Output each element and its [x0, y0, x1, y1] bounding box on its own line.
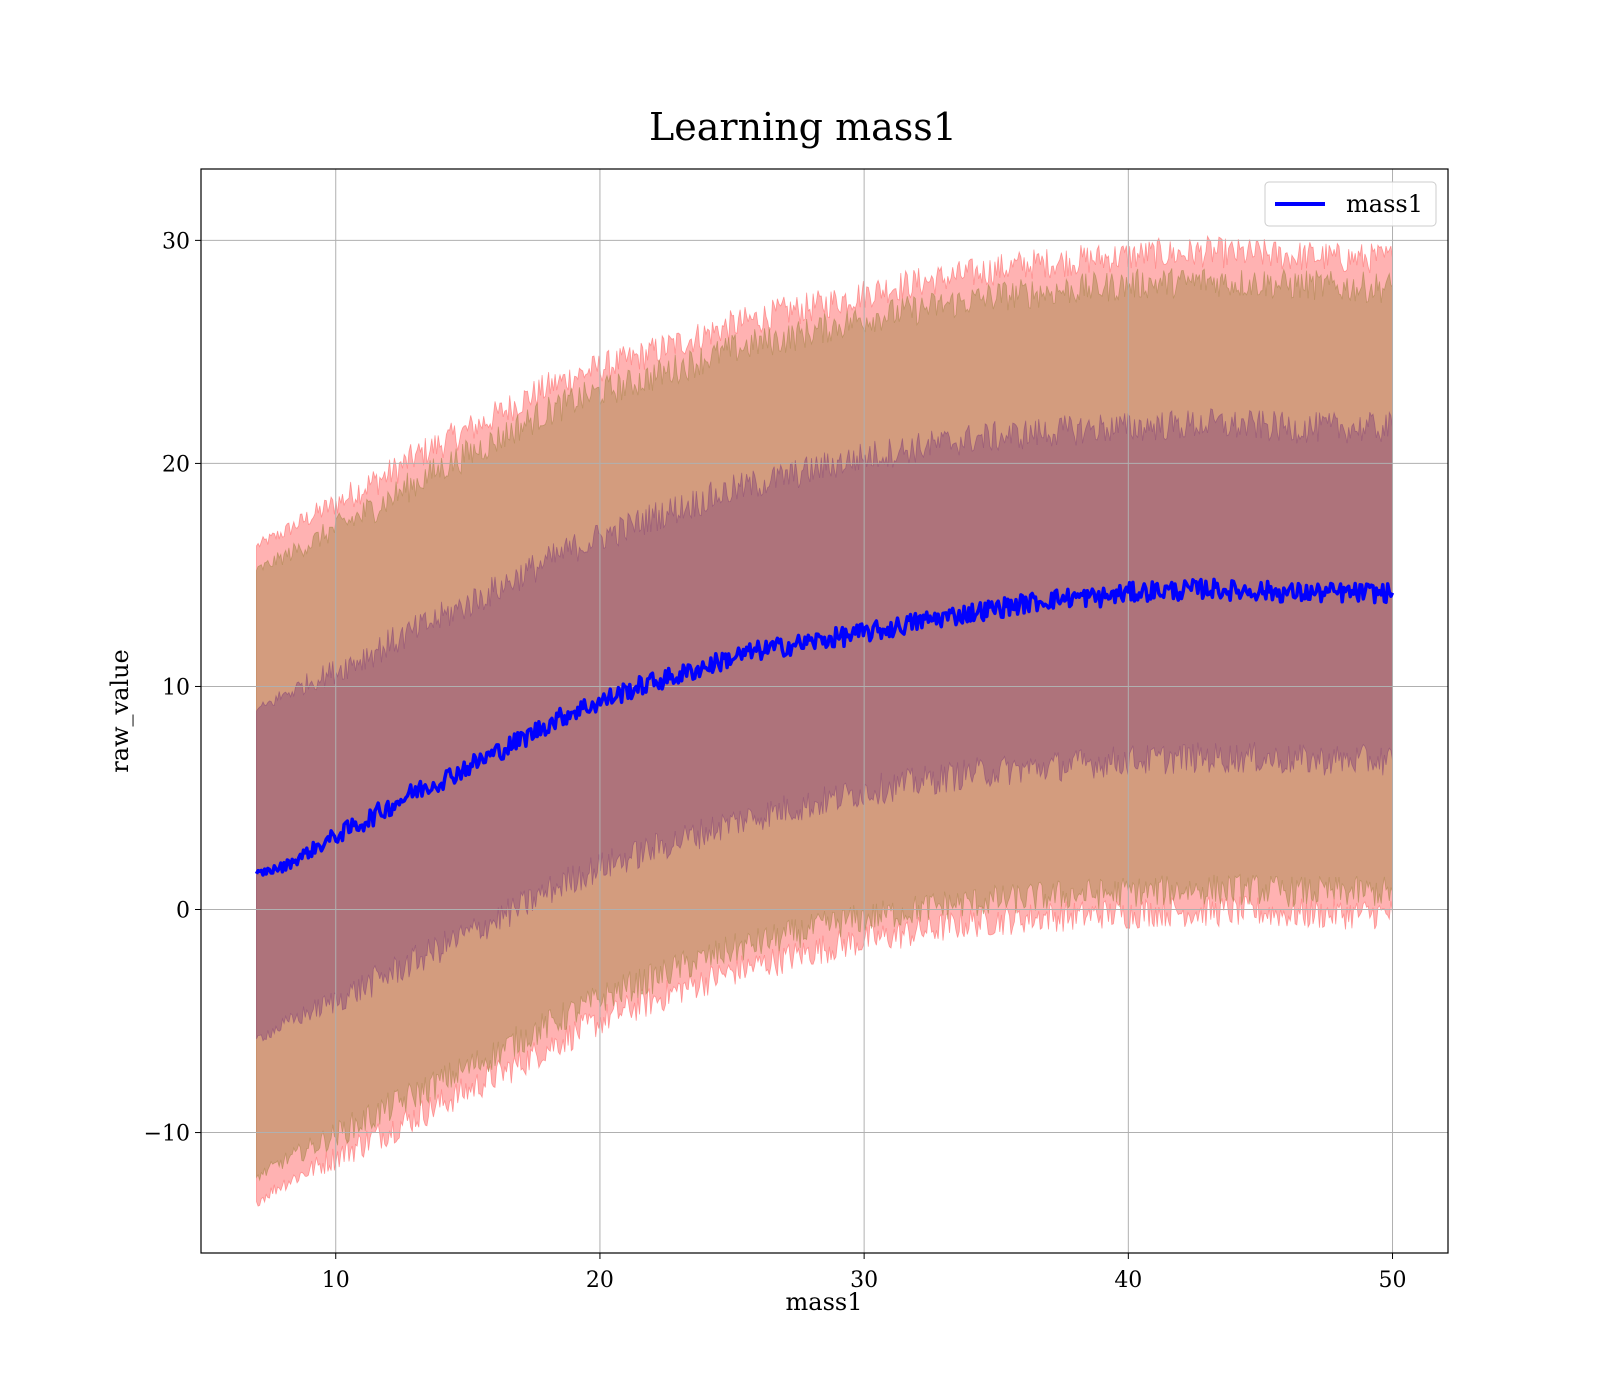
x-axis-ticks: 10 20 30 40 50: [322, 1253, 1407, 1293]
y-tick-label: 0: [176, 899, 190, 924]
x-tick-label: 10: [322, 1268, 350, 1293]
x-tick-label: 30: [850, 1268, 878, 1293]
legend-label-mass1: mass1: [1346, 190, 1423, 218]
x-tick-label: 50: [1379, 1268, 1407, 1293]
y-tick-label: −10: [144, 1122, 190, 1147]
x-tick-label: 40: [1114, 1268, 1142, 1293]
grid-lines: [201, 169, 1448, 1253]
confidence-bands: [256, 234, 1393, 1207]
plot-frame: [200, 168, 1449, 1254]
series-lines: [254, 577, 1395, 877]
legend-frame: [1264, 181, 1437, 227]
series-line-mass1: [254, 577, 1395, 877]
x-axis-label: mass1: [786, 1288, 863, 1316]
legend: mass1: [1264, 181, 1437, 227]
y-axis-ticks: −10 0 10 20 30: [144, 229, 201, 1147]
y-tick-label: 20: [162, 452, 190, 477]
y-tick-label: 10: [162, 675, 190, 700]
x-tick-label: 20: [586, 1268, 614, 1293]
chart-title: Learning mass1: [649, 105, 957, 149]
y-axis-label: raw_value: [106, 649, 134, 773]
y-tick-label: 30: [162, 229, 190, 254]
